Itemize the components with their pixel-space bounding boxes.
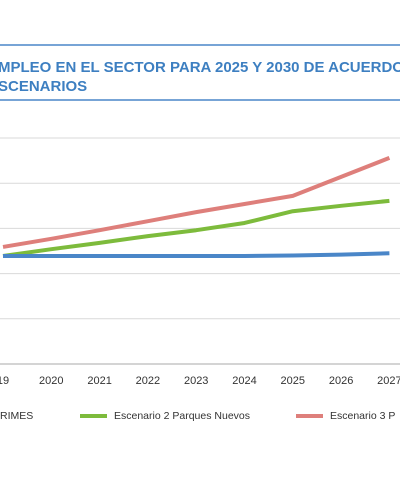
legend-label: Escenario 3 P <box>330 410 395 422</box>
x-tick-label: 2021 <box>87 375 111 387</box>
series-line <box>2 198 390 258</box>
chart-title: MPLEO EN EL SECTOR PARA 2025 Y 2030 DE A… <box>0 59 400 76</box>
x-tick-label: 2023 <box>184 375 208 387</box>
x-tick-label: 2022 <box>136 375 160 387</box>
series-line <box>3 251 390 258</box>
x-tick-label: 2024 <box>232 375 256 387</box>
series-line <box>2 156 391 249</box>
x-tick-label: 19 <box>0 375 9 387</box>
chart-title: SCENARIOS <box>0 78 87 95</box>
x-tick-label: 2027 <box>377 375 400 387</box>
x-tick-label: 2020 <box>39 375 63 387</box>
legend-label: RIMES <box>0 410 33 422</box>
x-tick-label: 2026 <box>329 375 353 387</box>
x-tick-label: 2025 <box>281 375 305 387</box>
legend-label: Escenario 2 Parques Nuevos <box>114 410 250 422</box>
